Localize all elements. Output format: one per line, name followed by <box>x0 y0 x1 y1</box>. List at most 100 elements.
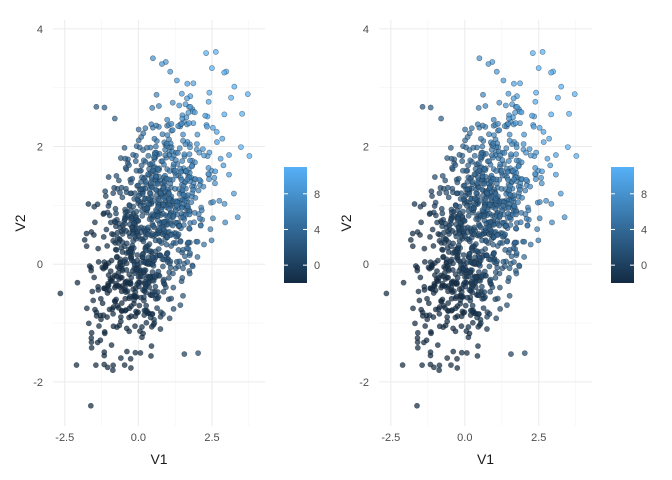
scatter-point <box>160 288 167 295</box>
scatter-point <box>502 231 509 238</box>
scatter-point <box>133 208 140 215</box>
scatter-point <box>152 186 159 193</box>
scatter-point <box>443 284 449 290</box>
y-tick-label: 2 <box>363 142 369 154</box>
scatter-point <box>117 355 124 361</box>
scatter-point <box>467 259 474 265</box>
scatter-point <box>180 292 186 299</box>
scatter-point <box>471 224 478 231</box>
scatter-point <box>462 126 468 133</box>
scatter-point <box>540 128 547 135</box>
scatter-point <box>511 176 517 183</box>
scatter-point <box>141 259 147 265</box>
scatter-point <box>178 90 185 97</box>
scatter-point <box>166 260 173 267</box>
scatter-point <box>116 284 123 290</box>
scatter-point <box>113 247 120 253</box>
x-tick-label: 0.0 <box>131 432 146 444</box>
scatter-point <box>143 319 150 326</box>
scatter-point <box>115 240 122 246</box>
scatter-point <box>552 171 559 178</box>
scatter-point <box>442 304 448 311</box>
scatter-point <box>211 174 218 181</box>
scatter-point <box>205 98 212 105</box>
scatter-point <box>156 238 163 245</box>
scatter-point <box>189 163 195 170</box>
scatter-point <box>431 272 438 278</box>
scatter-point <box>160 263 166 270</box>
scatter-point <box>142 280 149 287</box>
scatter-point <box>137 273 143 280</box>
scatter-point <box>85 320 92 327</box>
scatter-point <box>155 203 161 210</box>
scatter-point <box>162 152 169 159</box>
scatter-point <box>86 263 93 269</box>
scatter-point <box>127 293 133 300</box>
scatter-point <box>453 190 460 197</box>
scatter-point <box>184 259 191 265</box>
scatter-point <box>412 320 418 327</box>
scatter-point <box>194 141 200 147</box>
scatter-point <box>479 186 486 193</box>
scatter-point <box>194 131 201 138</box>
scatter-point <box>105 272 112 278</box>
scatter-point <box>139 334 145 341</box>
scatter-point <box>148 343 155 349</box>
scatter-point <box>113 280 120 287</box>
scatter-point <box>165 274 172 281</box>
scatter-point <box>467 269 474 276</box>
scatter-point <box>493 68 500 75</box>
scatter-point <box>150 222 157 229</box>
scatter-point <box>481 180 488 187</box>
scatter-point <box>514 103 520 110</box>
scatter-point <box>132 349 139 356</box>
scatter-point <box>543 197 550 204</box>
scatter-point <box>123 289 129 296</box>
scatter-point <box>458 289 465 295</box>
scatter-point <box>205 165 212 171</box>
scatter-point <box>532 171 538 177</box>
scatter-point <box>183 168 190 174</box>
scatter-point <box>455 175 462 182</box>
scatter-point <box>141 269 147 276</box>
scatter-point <box>97 295 104 302</box>
scatter-point <box>492 205 499 212</box>
y-tick-label: -2 <box>359 377 369 389</box>
scatter-point <box>175 231 182 238</box>
scatter-point <box>513 270 520 277</box>
scatter-point <box>521 238 528 245</box>
scatter-point <box>476 55 483 62</box>
scatter-point <box>523 215 530 222</box>
scatter-point <box>246 153 253 159</box>
scatter-point <box>95 287 102 293</box>
scatter-point <box>435 231 442 237</box>
scatter-point <box>487 288 494 295</box>
scatter-point <box>149 160 156 166</box>
scatter-point <box>445 300 452 306</box>
scatter-point <box>482 103 489 109</box>
scatter-point <box>513 144 520 151</box>
scatter-point <box>151 135 158 142</box>
scatter-point <box>498 185 505 192</box>
scatter-point <box>168 120 175 127</box>
scatter-point <box>538 180 545 187</box>
scatter-point <box>140 294 147 301</box>
scatter-point <box>150 262 157 269</box>
scatter-panel-right: -2.5 0.0 2.5 -2 0 2 4 V1 V2 0 4 8 <box>338 20 647 467</box>
scatter-point <box>452 162 459 169</box>
scatter-point <box>487 226 493 233</box>
scatter-point <box>511 203 518 210</box>
scatter-point <box>447 144 454 151</box>
scatter-point <box>460 257 467 264</box>
scatter-point <box>213 128 220 135</box>
scatter-point <box>417 274 424 281</box>
scatter-point <box>409 243 416 250</box>
scatter-point <box>149 104 156 111</box>
scatter-point <box>536 199 543 205</box>
scatter-point <box>460 252 467 258</box>
scatter-point <box>160 202 167 208</box>
scatter-point <box>544 155 551 162</box>
scatter-point <box>503 145 510 152</box>
scatter-point <box>487 194 494 201</box>
scatter-point <box>547 162 554 169</box>
